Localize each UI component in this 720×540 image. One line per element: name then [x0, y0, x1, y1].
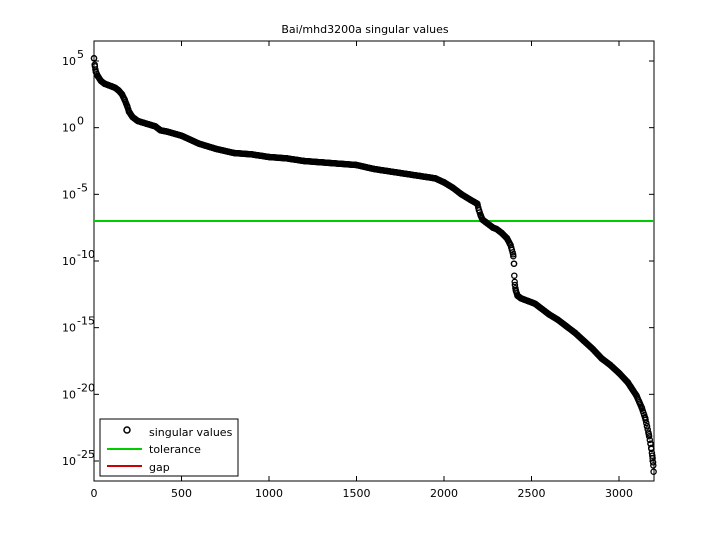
- legend: singular values tolerance gap: [99, 418, 239, 477]
- singular-value-point: [645, 432, 653, 440]
- singular-value-point: [648, 445, 655, 453]
- y-tick-label-base: 10: [62, 55, 76, 68]
- singular-value-point: [511, 272, 518, 279]
- singular-value-point: [649, 452, 656, 459]
- singular-value-point: [650, 468, 657, 475]
- x-tick-label: 500: [171, 487, 192, 500]
- y-tick-label-base: 10: [62, 322, 76, 335]
- singular-value-point: [649, 455, 656, 462]
- x-tick-label: 2500: [518, 487, 546, 500]
- singular-value-point: [643, 423, 651, 430]
- singular-value-points: [90, 55, 657, 475]
- singular-value-point: [646, 436, 654, 444]
- singular-value-point: [511, 278, 518, 286]
- singular-value-point: [90, 55, 98, 62]
- y-tick-label-exponent: -10: [77, 248, 95, 261]
- y-tick-label-exponent: -15: [77, 315, 95, 328]
- chart-title: Bai/mhd3200a singular values: [281, 23, 449, 36]
- y-tick-label-base: 10: [62, 255, 76, 268]
- y-tick-label-base: 10: [62, 388, 76, 401]
- singular-value-point: [649, 459, 657, 466]
- y-tick-label-exponent: 5: [77, 48, 84, 61]
- singular-value-point: [650, 462, 657, 469]
- singular-value-point: [642, 416, 649, 424]
- plot-frame: [93, 40, 655, 482]
- legend-marker-singular-values: [123, 426, 131, 434]
- x-tick-label: 3000: [605, 487, 633, 500]
- y-tick-label-exponent: -20: [77, 381, 95, 394]
- x-tick-label: 1000: [255, 487, 283, 500]
- x-tick-label: 1500: [343, 487, 371, 500]
- x-tick-label: 2000: [430, 487, 458, 500]
- legend-label-singular-values: singular values: [149, 426, 233, 439]
- singular-value-point: [643, 419, 650, 427]
- y-tick-label-exponent: 0: [77, 115, 84, 128]
- singular-value-point: [510, 260, 518, 267]
- y-tick-label-base: 10: [62, 188, 76, 201]
- plot-area: [93, 40, 655, 482]
- y-tick-label-exponent: -5: [77, 181, 88, 194]
- y-tick-label-base: 10: [62, 122, 76, 135]
- singular-value-point: [510, 252, 517, 260]
- legend-label-tolerance: tolerance: [149, 443, 201, 456]
- y-tick-label-base: 10: [62, 455, 76, 468]
- x-tick-label: 0: [91, 487, 98, 500]
- y-tick-label-exponent: -25: [77, 448, 95, 461]
- legend-label-gap: gap: [149, 461, 170, 474]
- x-axis: 0 500 1000 1500 2000 2500 3000: [91, 41, 633, 500]
